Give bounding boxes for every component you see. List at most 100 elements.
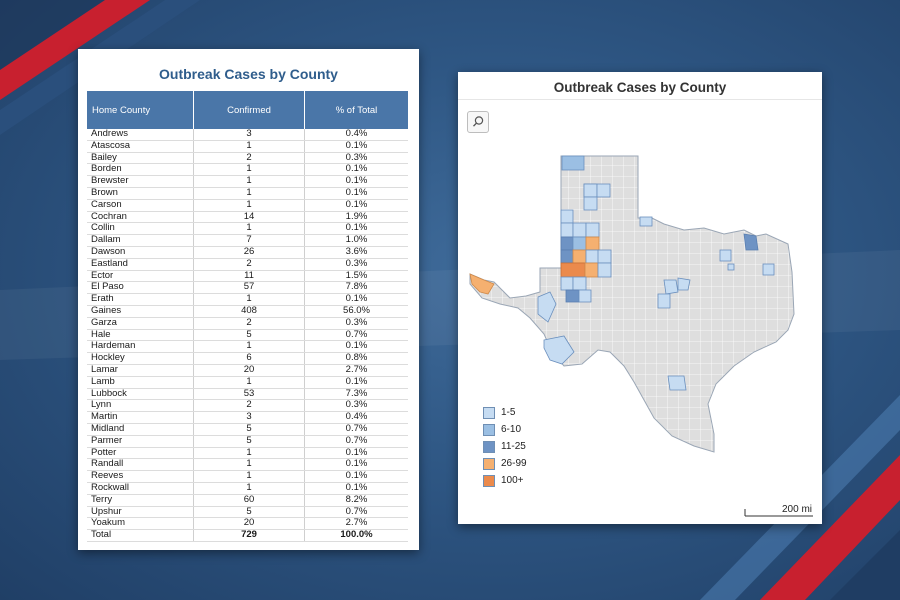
county-brown (657, 293, 671, 309)
percent-cell: 0.1% (304, 341, 408, 354)
confirmed-cell: 1 (193, 341, 305, 354)
legend-label: 11-25 (501, 441, 526, 452)
county-cell: Dawson (87, 246, 194, 259)
county-eastland (663, 279, 679, 295)
percent-cell: 0.3% (304, 400, 408, 413)
county-cell: Yoakum (87, 517, 194, 531)
column-header-home-county[interactable]: Home County (87, 91, 194, 129)
legend-swatch (483, 423, 495, 436)
county-hockley (572, 236, 587, 251)
map-search-button[interactable] (467, 111, 489, 133)
legend-swatch (483, 406, 495, 419)
table-row[interactable]: Carson 1 0.1% (87, 199, 408, 212)
table-row[interactable]: Reeves 1 0.1% (87, 470, 408, 483)
table-row[interactable]: Lamar 20 2.7% (87, 364, 408, 377)
table-row[interactable]: Lubbock 53 7.3% (87, 388, 408, 401)
table-panel-title: Outbreak Cases by County (159, 66, 338, 82)
table-row[interactable]: El Paso 57 7.8% (87, 282, 408, 295)
table-row[interactable]: Brewster 1 0.1% (87, 175, 408, 188)
total-confirmed-cell: 729 (193, 529, 305, 542)
table-row[interactable]: Cochran 14 1.9% (87, 211, 408, 224)
percent-cell: 3.6% (304, 246, 408, 259)
percent-cell: 0.1% (304, 223, 408, 236)
table-row[interactable]: Upshur 5 0.7% (87, 506, 408, 519)
county-cell: Hardeman (87, 341, 194, 354)
table-row[interactable]: Brown 1 0.1% (87, 187, 408, 200)
table-row[interactable]: Parmer 5 0.7% (87, 435, 408, 448)
confirmed-cell: 1 (193, 293, 305, 306)
table-row[interactable]: Eastland 2 0.3% (87, 258, 408, 271)
county-hale (585, 222, 600, 238)
confirmed-cell: 1 (193, 175, 305, 188)
table-row[interactable]: Andrews 3 0.4% (87, 128, 408, 141)
county-cell: Cochran (87, 211, 194, 224)
table-row[interactable]: Yoakum 20 2.7% (87, 517, 408, 531)
confirmed-cell: 5 (193, 435, 305, 448)
percent-cell: 0.7% (304, 435, 408, 448)
table-row[interactable]: Hale 5 0.7% (87, 329, 408, 342)
legend-item-26-99: 26-99 (483, 455, 527, 472)
table-row[interactable]: Randall 1 0.1% (87, 459, 408, 472)
county-cell: Andrews (87, 128, 194, 141)
county-parmer (560, 209, 574, 224)
map-legend: 1-5 6-10 11-25 26-99 100+ (483, 404, 527, 489)
table-row[interactable]: Rockwall 1 0.1% (87, 482, 408, 495)
confirmed-cell: 3 (193, 411, 305, 424)
county-midland (578, 289, 592, 303)
confirmed-cell: 1 (193, 199, 305, 212)
table-row[interactable]: Martin 3 0.4% (87, 411, 408, 424)
percent-cell: 0.1% (304, 482, 408, 495)
legend-item-100-plus: 100+ (483, 472, 527, 489)
table-row[interactable]: Bailey 2 0.3% (87, 152, 408, 165)
county-cell: Ector (87, 270, 194, 283)
table-row[interactable]: Midland 5 0.7% (87, 423, 408, 436)
table-row[interactable]: Hockley 6 0.8% (87, 352, 408, 365)
percent-cell: 2.7% (304, 517, 408, 531)
confirmed-cell: 3 (193, 128, 305, 141)
table-row[interactable]: Erath 1 0.1% (87, 293, 408, 306)
percent-cell: 7.3% (304, 388, 408, 401)
confirmed-cell: 1 (193, 459, 305, 472)
title-divider (458, 99, 822, 100)
percent-cell: 0.1% (304, 199, 408, 212)
county-upshur (762, 263, 775, 276)
percent-cell: 0.1% (304, 459, 408, 472)
county-cell: Rockwall (87, 482, 194, 495)
confirmed-cell: 26 (193, 246, 305, 259)
county-rockwall (727, 263, 735, 271)
percent-cell: 7.8% (304, 282, 408, 295)
table-row[interactable]: Ector 11 1.5% (87, 270, 408, 283)
table-row[interactable]: Atascosa 1 0.1% (87, 140, 408, 153)
legend-swatch (483, 474, 495, 487)
texas-county-map[interactable] (458, 132, 822, 462)
table-row[interactable]: Gaines 408 56.0% (87, 305, 408, 318)
confirmed-cell: 1 (193, 187, 305, 200)
county-cell: Upshur (87, 506, 194, 519)
table-row[interactable]: Garza 2 0.3% (87, 317, 408, 330)
table-row[interactable]: Dallam 7 1.0% (87, 234, 408, 247)
total-percent-cell: 100.0% (304, 529, 408, 542)
table-row[interactable]: Terry 60 8.2% (87, 494, 408, 507)
county-reeves (537, 291, 557, 323)
confirmed-cell: 2 (193, 258, 305, 271)
table-row[interactable]: Hardeman 1 0.1% (87, 341, 408, 354)
table-row[interactable]: Collin 1 0.1% (87, 223, 408, 236)
table-row[interactable]: Lamb 1 0.1% (87, 376, 408, 389)
county-cell: Atascosa (87, 140, 194, 153)
table-row[interactable]: Potter 1 0.1% (87, 447, 408, 460)
map-scale-bar: 200 mi (744, 504, 814, 517)
table-row[interactable]: Borden 1 0.1% (87, 164, 408, 177)
county-cell: Collin (87, 223, 194, 236)
column-header-confirmed[interactable]: Confirmed (193, 91, 305, 129)
confirmed-cell: 60 (193, 494, 305, 507)
table-row[interactable]: Lynn 2 0.3% (87, 400, 408, 413)
legend-item-1-5: 1-5 (483, 404, 527, 421)
column-header-percent[interactable]: % of Total (304, 91, 408, 129)
confirmed-cell: 1 (193, 223, 305, 236)
percent-cell: 0.1% (304, 187, 408, 200)
percent-cell: 1.0% (304, 234, 408, 247)
table-row[interactable]: Dawson 26 3.6% (87, 246, 408, 259)
county-el-paso (469, 273, 495, 295)
county-andrews (560, 276, 574, 291)
confirmed-cell: 1 (193, 140, 305, 153)
